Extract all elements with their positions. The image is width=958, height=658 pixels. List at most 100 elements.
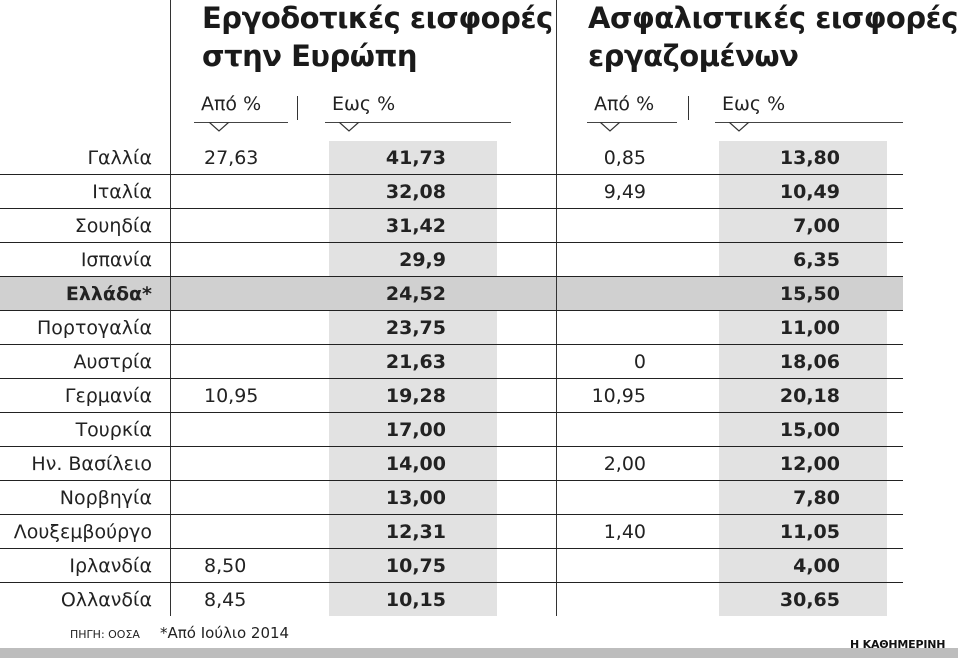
employer-to-value: 24,52 [385,283,446,305]
employee-from-value [560,209,646,243]
employee-to-value: 15,50 [779,283,840,305]
chevron-down-icon [208,122,230,132]
employer-from-value [204,413,284,447]
row-divider [0,582,903,583]
employee-from-value [560,311,646,345]
employee-from-value [560,243,646,277]
employer-from-value: 10,95 [204,385,259,407]
employer-to-value: 41,73 [385,147,446,169]
section-divider [556,0,557,616]
employer-from-value: 8,45 [204,589,247,611]
employee-to-value: 18,06 [779,351,840,373]
employee-to-header: Εως % [722,93,786,115]
employee-to-value: 7,00 [793,215,840,237]
employee-title-line1: Ασφαλιστικές εισφορές [588,1,958,35]
employee-to-value: 11,05 [779,521,840,543]
employer-from-value [204,277,284,311]
row-divider [0,242,903,243]
employee-from-value: 0,85 [603,147,646,169]
employee-from-value: 0 [633,351,646,373]
employer-to-value: 31,42 [385,215,446,237]
employer-to-value: 13,00 [385,487,446,509]
row-divider [0,208,903,209]
employee-from-value [560,583,646,617]
employee-to-value: 12,00 [779,453,840,475]
employer-title-line2: στην Ευρώπη [202,39,418,73]
country-label: Γαλλία [87,147,152,169]
employee-from-header: Από % [594,93,655,115]
header-divider-employee [688,96,689,120]
employer-from-value [204,175,284,209]
chevron-down-icon [338,122,360,132]
country-label: Ην. Βασίλειο [31,453,152,475]
employer-to-value: 17,00 [385,419,446,441]
employee-to-value: 4,00 [793,555,840,577]
footnote: *Από Ιούλιο 2014 [160,624,290,642]
country-label: Ιταλία [92,181,152,203]
employer-to-value: 10,15 [385,589,446,611]
chevron-down-icon [728,122,750,132]
employee-from-value [560,549,646,583]
row-divider [0,480,903,481]
employer-to-header: Εως % [332,93,396,115]
country-label: Γερμανία [64,385,152,407]
employer-title-line1: Εργοδοτικές εισφορές [202,1,553,35]
employer-from-value [204,209,284,243]
employer-to-value: 29,9 [399,249,446,271]
employer-from-value [204,311,284,345]
country-label: Τουρκία [75,419,152,441]
source-label: ΠΗΓΗ: ΟΟΣΑ [70,628,140,641]
employer-from-underline [194,122,288,123]
employer-to-underline [325,122,511,123]
country-label: Ιρλανδία [69,555,152,577]
country-label: Πορτογαλία [36,317,152,339]
employer-to-value: 32,08 [385,181,446,203]
employer-from-value [204,481,284,515]
employee-title-line2: εργαζομένων [588,39,799,73]
row-divider [0,446,903,447]
employee-from-value: 9,49 [603,181,646,203]
row-divider [0,310,903,311]
employee-from-underline [587,122,677,123]
publisher-logo: Η ΚΑΘΗΜΕΡΙΝΗ [850,638,946,651]
employer-to-value: 19,28 [385,385,446,407]
employer-to-value: 10,75 [385,555,446,577]
employer-to-value: 21,63 [385,351,446,373]
employee-to-value: 30,65 [779,589,840,611]
header-divider-employer [297,96,298,120]
row-divider [0,276,903,277]
employer-from-value [204,515,284,549]
employee-from-value [560,481,646,515]
chevron-down-icon [599,122,621,132]
greece-highlight-band [0,277,903,311]
row-divider [0,548,903,549]
employee-to-value: 13,80 [779,147,840,169]
country-label: Ελλάδα* [65,283,152,305]
employee-from-value: 1,40 [603,521,646,543]
bottom-bar [0,648,958,658]
employer-to-value: 23,75 [385,317,446,339]
employer-from-value [204,243,284,277]
employee-to-value: 10,49 [779,181,840,203]
country-label: Νορβηγία [59,487,152,509]
employee-from-value: 10,95 [591,385,646,407]
employer-to-value: 12,31 [385,521,446,543]
employer-from-value: 8,50 [204,555,247,577]
country-label: Λουξεμβούργο [13,521,152,543]
employee-to-value: 6,35 [793,249,840,271]
employee-from-value [560,277,646,311]
row-divider [0,514,903,515]
country-label: Ισπανία [80,249,152,271]
employee-from-value [560,413,646,447]
country-label: Ολλανδία [60,589,152,611]
employee-to-value: 20,18 [779,385,840,407]
employer-from-value: 27,63 [204,147,259,169]
employee-to-value: 7,80 [793,487,840,509]
employer-from-header: Από % [201,93,262,115]
country-label: Σουηδία [74,215,152,237]
row-divider [0,378,903,379]
employer-from-value [204,345,284,379]
row-divider [0,412,903,413]
row-divider [0,174,903,175]
country-column-divider [170,0,171,616]
